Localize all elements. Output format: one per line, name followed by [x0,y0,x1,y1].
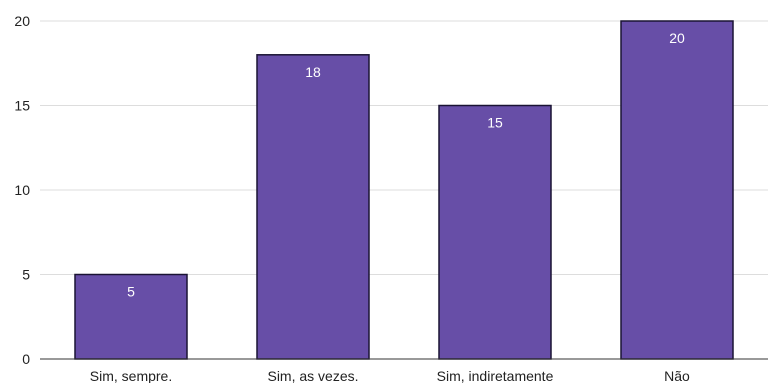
x-category-label: Não [664,368,690,383]
x-category-label: Sim, indiretamente [437,368,554,383]
bar-data-label: 20 [669,30,685,46]
bar-data-label: 15 [487,115,503,131]
bar [620,20,734,360]
bar [256,54,370,360]
bar-data-label: 5 [127,284,135,300]
bar-data-label: 18 [305,64,321,80]
y-tick-label: 15 [14,98,30,114]
y-tick-label: 20 [14,13,30,29]
bar [74,273,188,360]
bar [438,104,552,360]
x-category-label: Sim, as vezes. [267,368,358,383]
y-tick-label: 0 [22,351,30,367]
x-category-label: Sim, sempre. [90,368,172,383]
y-axis-tick-labels: 0 5 10 15 20 [14,13,30,367]
bar-data-labels: 5 18 15 20 [127,30,685,300]
x-axis-category-labels: Sim, sempre. Sim, as vezes. Sim, indiretam… [90,368,690,383]
y-tick-label: 10 [14,182,30,198]
y-tick-label: 5 [22,267,30,283]
